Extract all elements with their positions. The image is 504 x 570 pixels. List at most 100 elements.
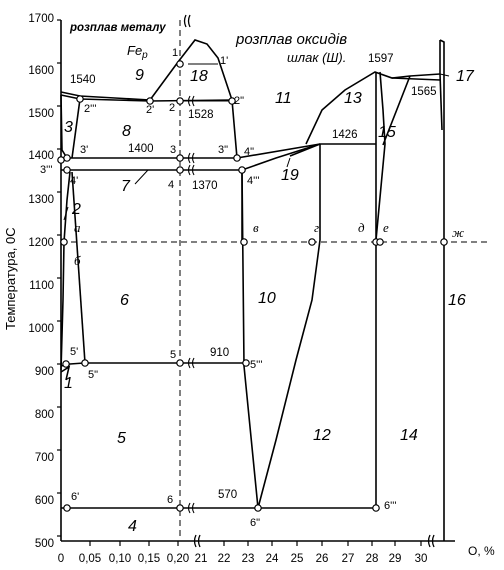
- label-slag: шлак (Ш).: [287, 50, 346, 65]
- isotherm-1200-labels: а б в г д е ж: [74, 220, 464, 268]
- x-tick-26: 26: [316, 553, 329, 565]
- pt-e: е: [383, 220, 389, 235]
- temp-1370: 1370: [192, 180, 218, 192]
- axis-break-marks: [183, 14, 435, 548]
- x-tick-30: 30: [415, 553, 428, 565]
- pt-2ppp: 2''': [84, 103, 96, 115]
- phase-19: 19: [281, 167, 299, 184]
- pt-6p: 6': [71, 491, 79, 503]
- phase-11: 11: [275, 90, 292, 107]
- pt-d: д: [358, 220, 365, 235]
- temp-1400: 1400: [128, 143, 154, 155]
- pt-5ppp: 5''': [250, 359, 262, 371]
- pt-zh: ж: [452, 225, 464, 240]
- y-tick-1100: 1100: [29, 280, 54, 292]
- label-fe: Fe: [127, 43, 142, 58]
- phase-10: 10: [258, 290, 276, 307]
- y-tick-900: 900: [35, 366, 54, 378]
- phase-boundaries: [60, 39, 445, 541]
- pt-1: 1: [172, 47, 178, 59]
- phase-numbers: 1 2 3 4 5 6 7 8 9 10 11 12 13 14 15 16 1…: [64, 67, 475, 535]
- leader-lines: [63, 73, 450, 221]
- label-fe-p: Feр: [127, 43, 148, 61]
- x-tick-25: 25: [291, 553, 304, 565]
- phase-12: 12: [313, 427, 331, 444]
- label-fe-sub: р: [141, 50, 148, 61]
- phase-points: [57, 60, 448, 512]
- x-tick-21: 21: [195, 553, 208, 565]
- dashed-guides: [61, 20, 488, 536]
- pt-1p: 1': [220, 55, 228, 67]
- pt-2p: 2': [146, 104, 154, 116]
- x-tick-22: 22: [218, 553, 231, 565]
- x-tick-28: 28: [366, 553, 379, 565]
- pt-2: 2: [169, 102, 175, 114]
- temp-1597: 1597: [368, 53, 394, 65]
- y-tick-1200: 1200: [28, 237, 54, 249]
- y-tick-1500: 1500: [28, 108, 54, 120]
- pt-g: г: [314, 220, 319, 235]
- isotherm-breaks: [187, 95, 195, 514]
- y-tick-1300: 1300: [28, 194, 54, 206]
- phase-14: 14: [400, 427, 418, 444]
- pt-3ppp: 3''': [40, 164, 52, 176]
- x-tick-005: 0,05: [79, 553, 101, 565]
- phase-9: 9: [135, 67, 144, 84]
- phase-5: 5: [117, 430, 126, 447]
- y-tick-500: 500: [35, 538, 54, 550]
- y-tick-1400: 1400: [28, 150, 54, 162]
- pt-4pp: 4": [244, 146, 254, 158]
- pt-a: а: [74, 220, 81, 235]
- pt-4p: 4': [70, 175, 78, 187]
- pt-6: 6: [167, 494, 173, 506]
- y-tick-700: 700: [35, 452, 54, 464]
- pt-4: 4: [168, 179, 174, 191]
- x-tick-010: 0,10: [109, 553, 131, 565]
- pt-3pp: 3": [218, 144, 228, 156]
- x-tick-29: 29: [389, 553, 402, 565]
- temp-1426: 1426: [332, 129, 358, 141]
- phase-8: 8: [122, 123, 131, 140]
- y-tick-1600: 1600: [28, 65, 54, 77]
- x-tick-020: 0,20: [167, 553, 189, 565]
- phase-16: 16: [448, 292, 466, 309]
- label-melt-metal: розплав металу: [69, 22, 166, 34]
- phase-17: 17: [456, 68, 475, 85]
- y-tick-1700: 1700: [28, 13, 54, 25]
- temp-570: 570: [218, 489, 237, 501]
- phase-7: 7: [121, 178, 131, 195]
- phase-15: 15: [378, 124, 396, 141]
- x-tick-0: 0: [58, 553, 64, 565]
- temperature-labels: 1540 1528 1400 1370 1426 1597 1565 910 5…: [70, 53, 437, 501]
- y-ticks: [57, 19, 61, 537]
- x-tick-23: 23: [242, 553, 255, 565]
- phase-6: 6: [120, 292, 129, 309]
- pt-3p: 3': [80, 144, 88, 156]
- x-tick-27: 27: [342, 553, 355, 565]
- pt-v: в: [253, 220, 259, 235]
- temp-1540: 1540: [70, 74, 96, 86]
- pt-5p: 5': [70, 346, 78, 358]
- pt-5: 5: [170, 349, 176, 361]
- phase-18: 18: [190, 68, 208, 85]
- y-tick-1000: 1000: [28, 323, 54, 335]
- y-tick-800: 800: [35, 409, 54, 421]
- y-tick-labels: 1700 1600 1500 1400 1300 1200 1100 1000 …: [28, 13, 54, 550]
- point-labels: 1 1' 2 2' 2" 2''' 3 3' 3" 3''' 4 4' 4" 4…: [40, 47, 396, 529]
- x-tick-015: 0,15: [138, 553, 160, 565]
- phase-1: 1: [64, 375, 73, 392]
- pt-b: б: [74, 253, 81, 268]
- temp-1565: 1565: [411, 86, 437, 98]
- x-tick-24: 24: [266, 553, 279, 565]
- pt-4ppp: 4''': [247, 175, 259, 187]
- pt-6pp: 6": [250, 517, 260, 529]
- phase-4: 4: [128, 518, 137, 535]
- pt-3: 3: [170, 144, 176, 156]
- temp-910: 910: [210, 347, 229, 359]
- x-tick-labels: 0 0,05 0,10 0,15 0,20 21 22 23 24 25 26 …: [58, 553, 428, 565]
- label-melt-oxides: розплав оксидів: [235, 31, 347, 48]
- pt-2pp: 2": [234, 95, 244, 107]
- pt-6ppp: 6''': [384, 500, 396, 512]
